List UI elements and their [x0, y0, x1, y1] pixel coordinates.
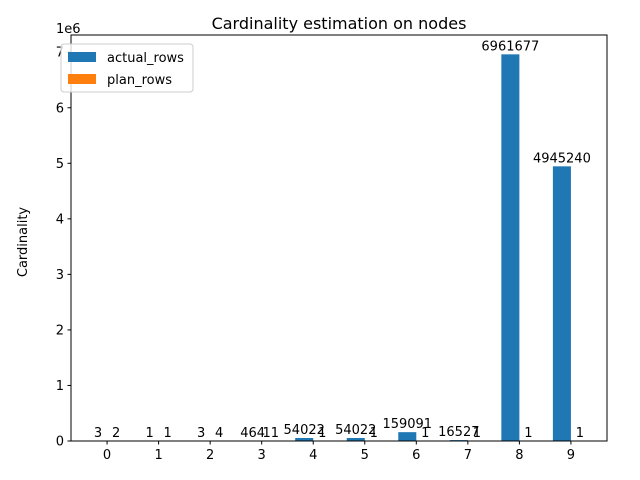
data-label: 1	[576, 426, 584, 441]
y-tick-label: 0	[56, 435, 64, 450]
legend-entry: plan_rows	[107, 73, 172, 88]
y-tick-label: 2	[56, 323, 64, 338]
y-tick-label: 7	[56, 46, 64, 61]
x-tick-label: 6	[412, 448, 420, 463]
data-label: 16527	[438, 425, 479, 440]
y-tick-label: 4	[56, 212, 64, 227]
data-label: 3	[94, 426, 102, 441]
bar-actual-rows	[398, 432, 417, 441]
data-label: 1	[163, 426, 171, 441]
data-label: 4	[215, 426, 223, 441]
data-label: 11	[262, 426, 279, 441]
data-label: 54022	[284, 423, 325, 438]
data-label: 1	[318, 426, 326, 441]
data-label: 2	[112, 426, 120, 441]
x-tick-label: 4	[309, 448, 317, 463]
y-tick-label: 5	[56, 157, 64, 172]
data-label: 6961677	[481, 39, 539, 54]
bar-actual-rows	[552, 166, 571, 442]
x-tick-label: 1	[154, 448, 162, 463]
x-tick-label: 9	[567, 448, 575, 463]
bar-actual-rows	[501, 54, 520, 442]
bar-actual-rows	[346, 437, 365, 441]
legend-entry: actual_rows	[107, 51, 184, 66]
x-tick-label: 5	[361, 448, 369, 463]
y-scale-label: 1e6	[56, 22, 81, 37]
plot-frame	[70, 34, 608, 442]
data-label: 3	[197, 426, 205, 441]
x-tick-label: 2	[206, 448, 214, 463]
y-tick-label: 6	[56, 101, 64, 116]
data-label: 159091	[382, 417, 432, 432]
data-label: 1	[370, 426, 378, 441]
data-label: 1	[421, 426, 429, 441]
data-label: 1	[524, 426, 532, 441]
x-tick-label: 8	[515, 448, 523, 463]
y-tick-label: 3	[56, 268, 64, 283]
legend-swatch	[68, 52, 96, 62]
data-label: 54022	[335, 423, 376, 438]
y-axis-label: Cardinality	[16, 207, 31, 278]
legend-swatch	[68, 74, 96, 84]
bar-actual-rows	[295, 437, 314, 441]
legend: actual_rows plan_rows	[60, 43, 194, 93]
x-tick-label: 3	[258, 448, 266, 463]
data-label: 4945240	[533, 151, 591, 166]
data-label: 464	[240, 426, 265, 441]
y-tick-label: 1	[56, 379, 64, 394]
data-label: 1	[473, 426, 481, 441]
data-label: 1	[145, 426, 153, 441]
x-tick-label: 7	[464, 448, 472, 463]
chart-title: Cardinality estimation on nodes	[212, 14, 467, 33]
x-tick-label: 0	[103, 448, 111, 463]
